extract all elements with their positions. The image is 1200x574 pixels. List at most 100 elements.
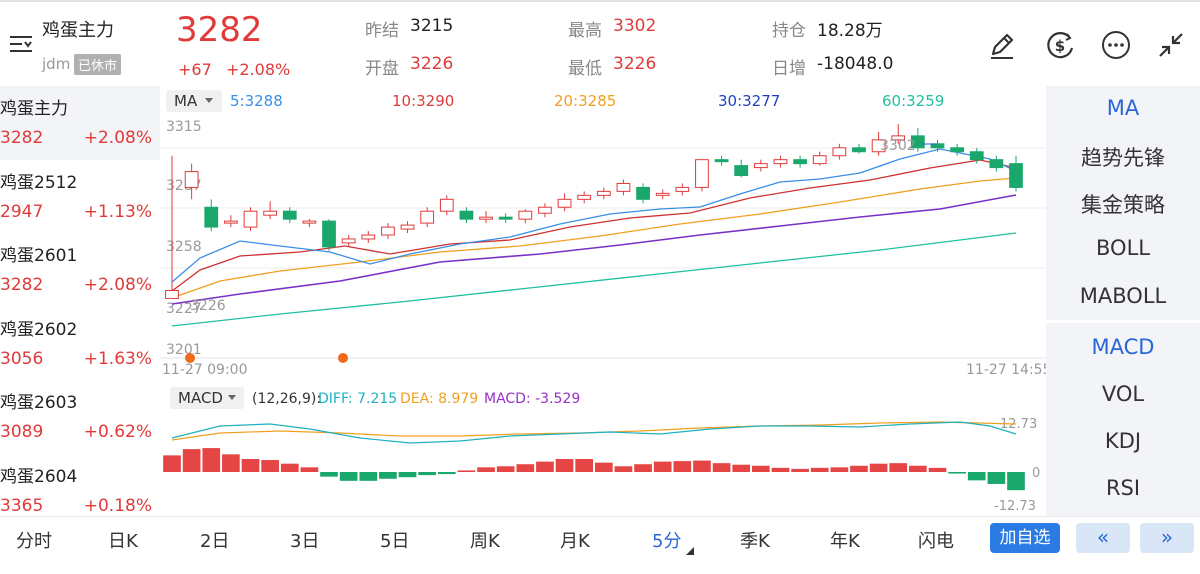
- candle-body: [753, 163, 768, 169]
- macd-bar: [614, 466, 633, 472]
- candle-body: [989, 159, 1004, 169]
- tab-flash[interactable]: 闪电: [918, 531, 954, 552]
- ma20-line: [171, 177, 1017, 299]
- macd-bar: [752, 465, 770, 472]
- tab-5day[interactable]: 5日: [380, 531, 410, 552]
- candlestick-series: [165, 123, 1023, 299]
- indicator-jijin-strategy[interactable]: 集金策略: [1081, 193, 1165, 217]
- macd-bar: [928, 467, 947, 472]
- indicator-ma[interactable]: MA: [1106, 96, 1140, 120]
- tab-yearly[interactable]: 年K: [830, 531, 860, 552]
- indicator-rsi[interactable]: RSI: [1105, 476, 1141, 500]
- tab-5min[interactable]: 5分: [652, 531, 682, 552]
- macd-bar: [634, 464, 652, 472]
- macd-bar: [418, 472, 436, 476]
- candle-body: [695, 159, 709, 188]
- add-to-watchlist-button[interactable]: 加自选: [990, 523, 1060, 553]
- tab-intraday[interactable]: 分时: [16, 531, 52, 552]
- price-tick: 3201: [166, 342, 202, 358]
- svg-text:$: $: [1055, 37, 1065, 55]
- list-item-price: 3282: [0, 275, 44, 296]
- candle-body: [793, 159, 807, 165]
- list-item-pct: +2.08%: [83, 128, 152, 148]
- list-item-pct: +0.18%: [83, 495, 152, 516]
- open-interest-value: 18.28万: [817, 21, 883, 41]
- dea-value: DEA: 8.979: [400, 391, 478, 407]
- kline-chart[interactable]: MA 5:3288 10:3290 20:3285 30:3277 60:325…: [160, 86, 1046, 516]
- macd-bar: [496, 466, 515, 472]
- macd-bar: [771, 467, 790, 472]
- candle-body: [577, 194, 592, 200]
- macd-selector[interactable]: [170, 387, 244, 409]
- macd-bar: [732, 464, 751, 472]
- list-item-name: 鸡蛋2603: [0, 393, 78, 414]
- menu-icon[interactable]: [8, 32, 34, 56]
- candle-body: [224, 220, 238, 224]
- macd-bar: [889, 463, 908, 472]
- open-interest-label: 持仓: [772, 21, 806, 41]
- tab-quarterly[interactable]: 季K: [740, 531, 770, 552]
- prev-close-label: 昨结: [365, 21, 399, 41]
- candle-body: [263, 210, 278, 216]
- candle-body: [439, 198, 454, 212]
- indicator-divider: [1046, 320, 1200, 323]
- indicator-boll[interactable]: BOLL: [1096, 236, 1150, 260]
- list-item[interactable]: 鸡蛋2601 3282 +2.08%: [0, 233, 160, 307]
- collapse-fullscreen-icon[interactable]: [1154, 28, 1188, 62]
- market-status-badge: 已休市: [74, 54, 122, 75]
- macd-bar: [163, 455, 181, 472]
- event-dot[interactable]: [185, 353, 195, 363]
- tab-daily[interactable]: 日K: [108, 531, 138, 552]
- tab-3day[interactable]: 3日: [290, 531, 320, 552]
- candle-body: [361, 234, 376, 240]
- list-item[interactable]: 鸡蛋2512 2947 +1.13%: [0, 160, 160, 234]
- instrument-code: jdm: [42, 55, 71, 73]
- candle-body: [655, 192, 670, 196]
- candle-body: [616, 182, 631, 192]
- oi-change-label: 日增: [772, 59, 806, 79]
- tab-2day[interactable]: 2日: [200, 531, 230, 552]
- ma60-line: [171, 232, 1017, 327]
- list-item-price: 3089: [0, 422, 44, 443]
- list-item[interactable]: 鸡蛋主力 3282 +2.08%: [0, 86, 160, 160]
- period-dropdown-icon[interactable]: [686, 547, 694, 555]
- indicator-maboll[interactable]: MABOLL: [1079, 284, 1167, 308]
- macd-bar: [359, 472, 378, 481]
- candle-body: [341, 238, 356, 244]
- candle-body: [734, 165, 749, 177]
- indicator-kdj[interactable]: KDJ: [1104, 429, 1142, 453]
- price-tick: 3258: [166, 239, 202, 255]
- candle-body: [596, 190, 611, 196]
- list-item[interactable]: 鸡蛋2604 3365 +0.18%: [0, 454, 160, 528]
- candle-body: [165, 290, 179, 299]
- list-item[interactable]: 鸡蛋2603 3089 +0.62%: [0, 380, 160, 454]
- ma-selector[interactable]: [166, 90, 222, 112]
- list-item-price: 3056: [0, 348, 44, 369]
- candle-body: [459, 210, 474, 220]
- ma30-line: [171, 194, 1017, 305]
- ma5-value: 5:3288: [230, 92, 283, 110]
- macd-bar: [280, 463, 299, 472]
- draw-pen-icon[interactable]: [985, 28, 1019, 62]
- more-options-icon[interactable]: [1099, 28, 1133, 62]
- event-dot[interactable]: [338, 353, 348, 363]
- macd-bar: [300, 467, 319, 472]
- indicator-macd[interactable]: MACD: [1091, 335, 1155, 359]
- trade-dollar-icon[interactable]: $: [1043, 28, 1077, 62]
- macd-bar: [1007, 472, 1025, 491]
- ma30-value: 30:3277: [718, 92, 780, 110]
- macd-bar: [987, 472, 1006, 484]
- prev-close-value: 3215: [410, 16, 454, 36]
- prev-page-button[interactable]: «: [1076, 523, 1130, 553]
- last-price: 3282: [176, 10, 263, 50]
- macd-bar: [182, 449, 201, 472]
- candle-body: [930, 143, 945, 149]
- next-page-button[interactable]: »: [1140, 523, 1194, 553]
- indicator-trend-pioneer[interactable]: 趋势先锋: [1081, 146, 1165, 170]
- list-item[interactable]: 鸡蛋2602 3056 +1.63%: [0, 307, 160, 381]
- tab-weekly[interactable]: 周K: [470, 531, 500, 552]
- indicator-vol[interactable]: VOL: [1101, 382, 1145, 406]
- tab-monthly[interactable]: 月K: [560, 531, 590, 552]
- macd-bar: [241, 459, 260, 472]
- high-marker: 3302: [880, 138, 916, 154]
